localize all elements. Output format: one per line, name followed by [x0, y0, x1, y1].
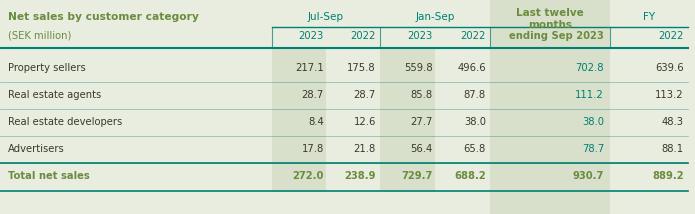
Bar [272, 48, 326, 192]
Text: 38.0: 38.0 [582, 117, 604, 127]
Text: 88.1: 88.1 [662, 144, 684, 154]
Text: Net sales by customer category: Net sales by customer category [8, 12, 199, 22]
Text: Jul-Sep: Jul-Sep [308, 12, 344, 22]
Text: 2022: 2022 [659, 31, 684, 41]
Text: 21.8: 21.8 [354, 144, 376, 154]
Text: 87.8: 87.8 [464, 90, 486, 100]
Text: Real estate agents: Real estate agents [8, 90, 101, 100]
Text: 111.2: 111.2 [575, 90, 604, 100]
Text: 2022: 2022 [350, 31, 376, 41]
Text: FY: FY [643, 12, 655, 22]
Text: 56.4: 56.4 [411, 144, 433, 154]
Bar [380, 48, 435, 192]
Text: 85.8: 85.8 [411, 90, 433, 100]
Text: 272.0: 272.0 [293, 171, 324, 181]
Text: (SEK million): (SEK million) [8, 30, 72, 40]
Text: Jan-Sep: Jan-Sep [416, 12, 455, 22]
Text: 639.6: 639.6 [655, 63, 684, 73]
Text: 78.7: 78.7 [582, 144, 604, 154]
Text: 12.6: 12.6 [354, 117, 376, 127]
Text: 27.7: 27.7 [411, 117, 433, 127]
Text: 38.0: 38.0 [464, 117, 486, 127]
Text: 17.8: 17.8 [302, 144, 324, 154]
Text: 702.8: 702.8 [575, 63, 604, 73]
Text: 113.2: 113.2 [655, 90, 684, 100]
Text: 65.8: 65.8 [464, 144, 486, 154]
Text: 2022: 2022 [461, 31, 486, 41]
Text: 238.9: 238.9 [345, 171, 376, 181]
Text: 2023: 2023 [407, 31, 433, 41]
Text: 28.7: 28.7 [354, 90, 376, 100]
Text: 889.2: 889.2 [653, 171, 684, 181]
Text: ending Sep 2023: ending Sep 2023 [509, 31, 604, 41]
Bar [490, 0, 610, 214]
Text: 8.4: 8.4 [308, 117, 324, 127]
Text: 496.6: 496.6 [457, 63, 486, 73]
Text: Advertisers: Advertisers [8, 144, 65, 154]
Text: 217.1: 217.1 [295, 63, 324, 73]
Text: 48.3: 48.3 [662, 117, 684, 127]
Text: Total net sales: Total net sales [8, 171, 90, 181]
Text: 930.7: 930.7 [573, 171, 604, 181]
Text: 688.2: 688.2 [455, 171, 486, 181]
Text: Real estate developers: Real estate developers [8, 117, 122, 127]
Text: Last twelve
months: Last twelve months [516, 8, 584, 30]
Text: Property sellers: Property sellers [8, 63, 85, 73]
Text: 729.7: 729.7 [402, 171, 433, 181]
Text: 28.7: 28.7 [302, 90, 324, 100]
Text: 559.8: 559.8 [404, 63, 433, 73]
Text: 2023: 2023 [299, 31, 324, 41]
Text: 175.8: 175.8 [348, 63, 376, 73]
